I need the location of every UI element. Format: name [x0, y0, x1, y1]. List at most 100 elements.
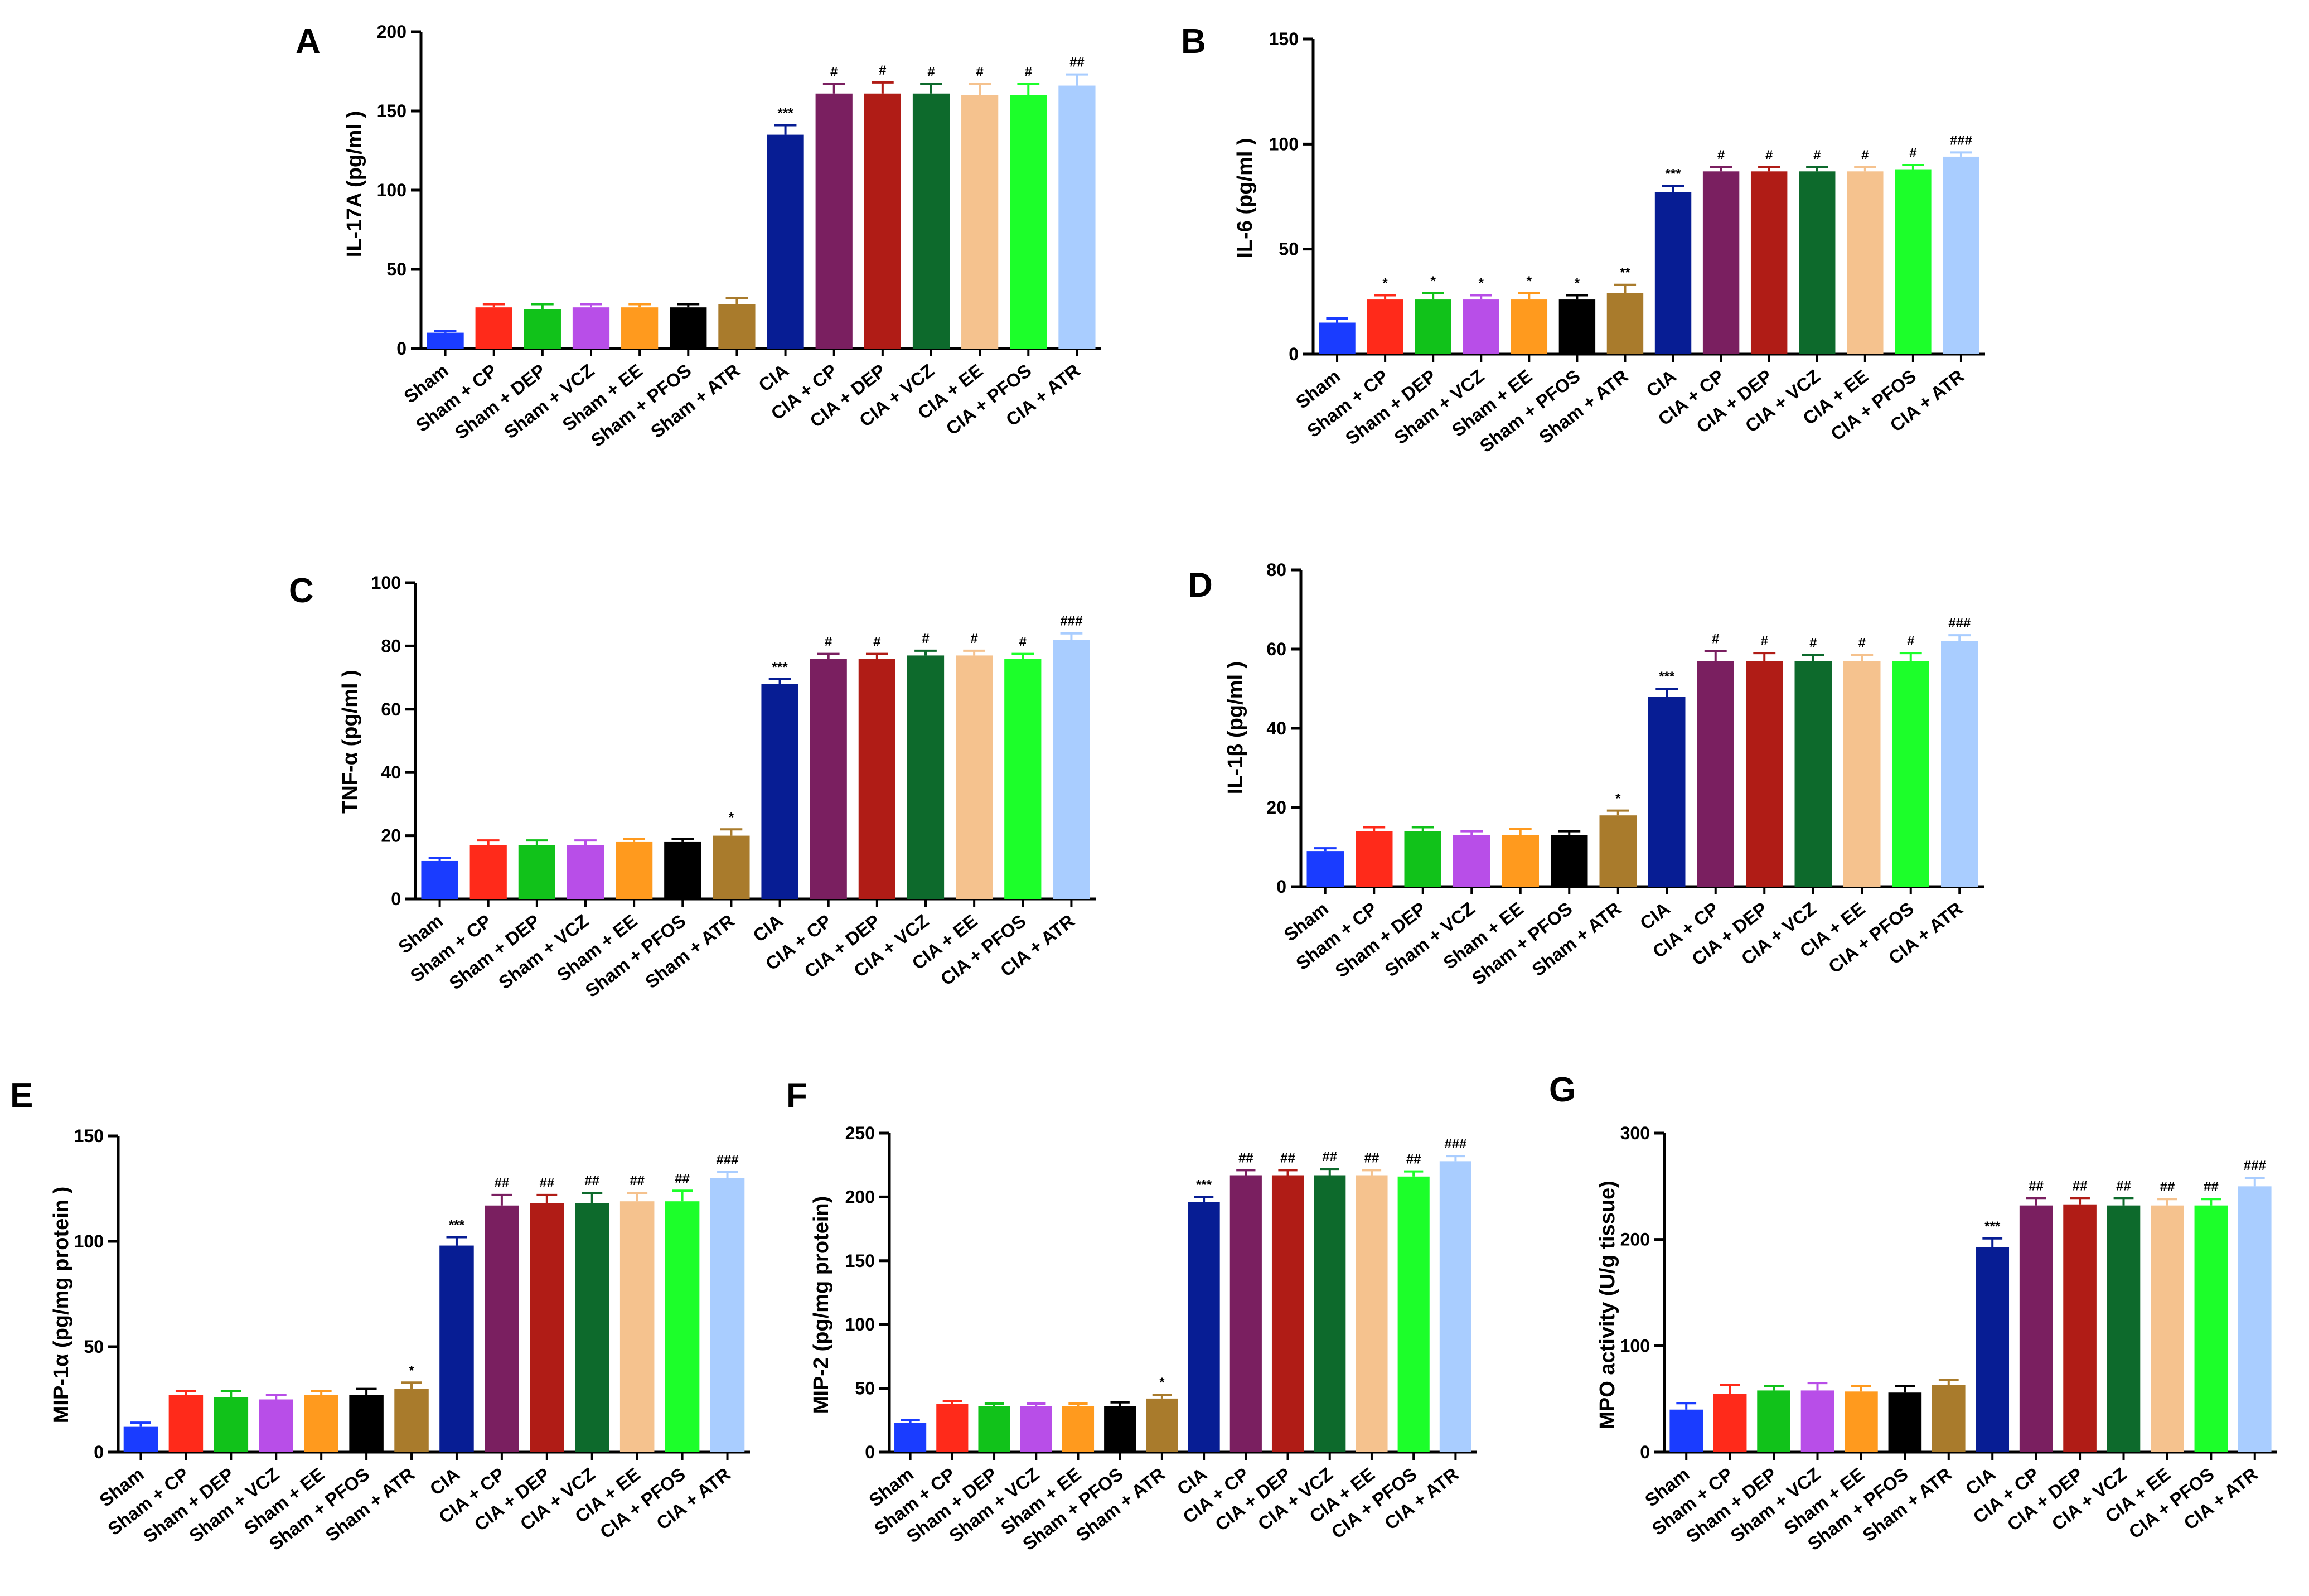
panel-e-bar [214, 1397, 249, 1452]
panel-f-bar [1020, 1406, 1052, 1452]
panel-b-significance-label: *** [1666, 167, 1682, 182]
panel-f-significance-label: ## [1364, 1150, 1379, 1165]
panel-g-significance-label: ## [2160, 1179, 2175, 1194]
panel-f-y-tick-label: 250 [845, 1123, 875, 1143]
panel-d-bar [1794, 661, 1832, 887]
panel-d-y-tick-label: 0 [1276, 877, 1286, 897]
panel-b-y-tick-label: 150 [1269, 29, 1299, 49]
panel-e-y-axis-title: MIP-1α (pg/mg protein ) [50, 1187, 73, 1423]
panel-e-bar [168, 1395, 204, 1452]
panel-c-significance-label: # [1019, 635, 1027, 650]
panel-d-y-tick-label: 20 [1266, 797, 1286, 818]
panel-f-bar [1104, 1406, 1136, 1452]
panel-a-bar [864, 93, 901, 349]
panel-g-bar [1757, 1390, 1790, 1452]
panel-a-bar [912, 93, 950, 349]
panel-e-significance-label: ### [717, 1152, 739, 1167]
panel-e-bar [349, 1395, 384, 1452]
panel-a-bar [961, 95, 999, 349]
panel-f-bar [1146, 1398, 1178, 1452]
panel-b-bar [1654, 192, 1692, 354]
panel-c-bar [421, 860, 458, 899]
panel-d-significance-label: # [1809, 636, 1817, 651]
panel-g-significance-label: ## [2204, 1179, 2219, 1194]
panel-c-y-tick-label: 20 [381, 826, 401, 846]
panel-a-significance-label: # [976, 65, 983, 80]
panel-c-significance-label: # [873, 635, 880, 650]
panel-d-bar [1502, 835, 1539, 887]
panel-a-y-tick-label: 0 [396, 338, 406, 359]
panel-g-significance-label: ## [2029, 1178, 2044, 1193]
panel-letter-e: E [10, 1076, 33, 1115]
panel-a-bar [767, 134, 804, 349]
panel-c-bar [469, 845, 507, 899]
panel-c-y-tick-label: 100 [371, 573, 401, 593]
panel-f-significance-label: ### [1444, 1136, 1466, 1152]
panel-g-y-tick-label: 100 [1620, 1336, 1650, 1356]
panel-c-significance-label: *** [772, 660, 788, 675]
panel-g-bar [2194, 1205, 2228, 1452]
panel-c-bar [1004, 659, 1042, 899]
panel-e-bar [304, 1395, 338, 1452]
panel-g-bar [2019, 1205, 2053, 1452]
panel-e-significance-label: ## [630, 1173, 645, 1188]
panel-e-bar [530, 1203, 564, 1452]
panel-a-bar [815, 93, 853, 349]
panel-e-bar [619, 1201, 655, 1452]
panel-g-bar [1800, 1390, 1834, 1452]
panel-a-bar [670, 307, 707, 349]
panel-e-significance-label: *** [449, 1217, 465, 1232]
panel-f-bar [1062, 1406, 1095, 1452]
panel-g-y-tick-label: 0 [1640, 1442, 1650, 1462]
panel-b-significance-label: * [1527, 274, 1532, 289]
panel-b-x-tick-label: CIA [1642, 365, 1680, 401]
panel-b-significance-label: # [1765, 148, 1773, 163]
panel-f-bar [936, 1404, 969, 1452]
panel-letter-d: D [1188, 566, 1213, 604]
panel-b-significance-label: * [1479, 276, 1484, 291]
panel-c-significance-label: # [970, 631, 977, 646]
panel-f-bar [1229, 1175, 1262, 1452]
panel-c-bar [567, 845, 604, 899]
panel-d-bar [1453, 835, 1490, 887]
panel-f-bar [978, 1406, 1010, 1452]
panel-e-significance-label: ## [539, 1176, 554, 1191]
panel-g-bar [1932, 1385, 1966, 1452]
panel-letter-a: A [296, 22, 321, 61]
panel-g-bar [1845, 1391, 1878, 1452]
panel-e-y-tick-label: 150 [74, 1126, 104, 1146]
panel-b-bar [1415, 299, 1451, 354]
panel-f-y-axis-title: MIP-2 (pg/mg protein) [810, 1196, 833, 1414]
panel-d-significance-label: * [1615, 791, 1621, 806]
panel-d-bar [1356, 831, 1393, 887]
panel-f-bar [1314, 1175, 1346, 1452]
panel-a-bar [718, 304, 756, 349]
panel-b-significance-label: ** [1620, 265, 1630, 280]
panel-b-significance-label: * [1575, 276, 1580, 291]
panel-b-y-tick-label: 0 [1289, 344, 1299, 364]
panel-g-y-axis-title: MPO activity (U/g tissue) [1596, 1181, 1619, 1429]
panel-f-bar [1188, 1202, 1220, 1452]
panel-b-bar [1606, 293, 1644, 354]
panel-e-bar [394, 1389, 429, 1452]
panel-e-bar [485, 1205, 519, 1452]
panel-e-y-tick-label: 0 [94, 1442, 104, 1462]
panel-f-y-tick-label: 50 [855, 1379, 875, 1399]
panel-e-significance-label: * [409, 1363, 414, 1378]
panel-b-y-tick-label: 50 [1279, 239, 1299, 259]
panel-f-y-tick-label: 150 [845, 1251, 875, 1271]
panel-b-bar [1463, 299, 1499, 354]
panel-e-bar [710, 1178, 745, 1452]
panel-c-y-axis-title: TNF-α (pg/ml ) [338, 670, 362, 814]
panel-d-bar [1697, 661, 1734, 887]
panel-d-significance-label: # [1907, 633, 1914, 649]
panel-f-bar [1356, 1175, 1388, 1452]
panel-d-bar [1551, 835, 1588, 887]
panel-g-y-tick-label: 300 [1620, 1123, 1650, 1143]
panel-c-bar [1053, 640, 1090, 899]
panel-g-bar [1976, 1247, 2010, 1452]
